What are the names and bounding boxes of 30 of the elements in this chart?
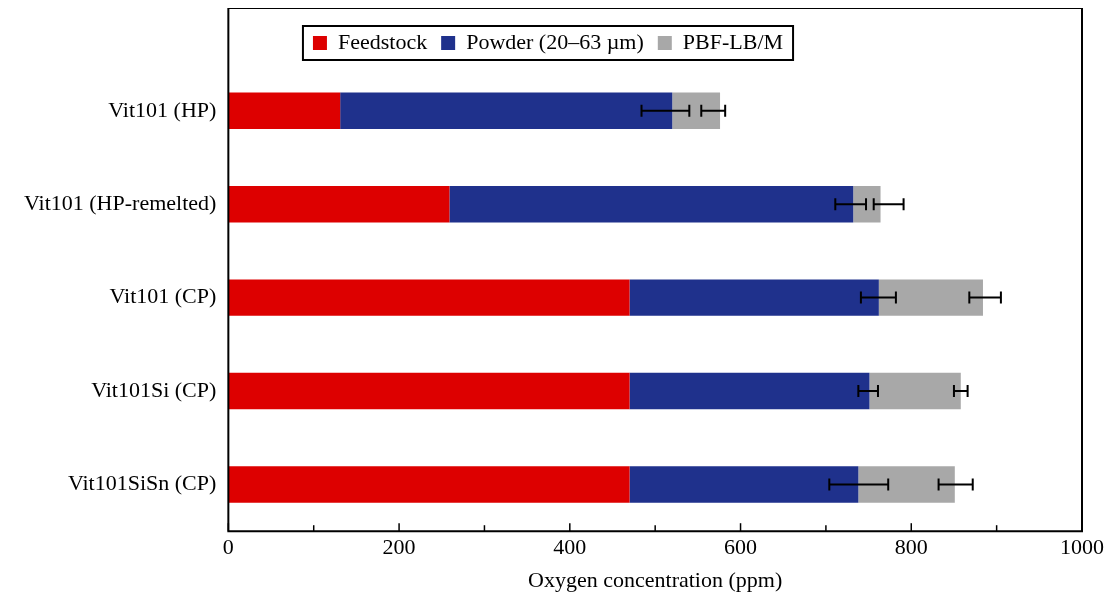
bar xyxy=(228,185,450,223)
y-tick-label: Vit101 (HP-remelted) xyxy=(23,189,217,215)
x-tick-label: 800 xyxy=(894,534,928,560)
bar xyxy=(629,466,859,503)
bar xyxy=(853,185,881,223)
y-tick-label: Vit101 (HP) xyxy=(108,96,217,122)
x-tick-label: 0 xyxy=(222,534,234,560)
y-tick-label: Vit101SiSn (CP) xyxy=(67,470,217,496)
y-tick-label: Vit101Si (CP) xyxy=(91,376,217,402)
legend-label: Powder (20–63 µm) xyxy=(466,28,644,54)
bar xyxy=(672,92,721,129)
bar xyxy=(340,92,673,129)
y-tick-label: Vit101 (CP) xyxy=(109,283,217,309)
bar xyxy=(228,466,630,503)
bar xyxy=(869,372,961,410)
bar xyxy=(629,279,879,316)
x-tick-label: 400 xyxy=(553,534,587,560)
x-tick-label: 600 xyxy=(724,534,758,560)
x-tick-label: 1000 xyxy=(1060,534,1104,560)
bar xyxy=(878,279,983,316)
legend-label: PBF-LB/M xyxy=(682,28,784,54)
bar xyxy=(228,279,630,316)
x-axis-title: Oxygen concentration (ppm) xyxy=(528,566,783,592)
bar xyxy=(629,372,870,410)
legend-label: Feedstock xyxy=(337,28,428,54)
bar xyxy=(449,185,854,223)
bar xyxy=(228,92,341,129)
bar xyxy=(228,372,630,410)
bar xyxy=(858,466,955,503)
x-tick-label: 200 xyxy=(382,534,416,560)
